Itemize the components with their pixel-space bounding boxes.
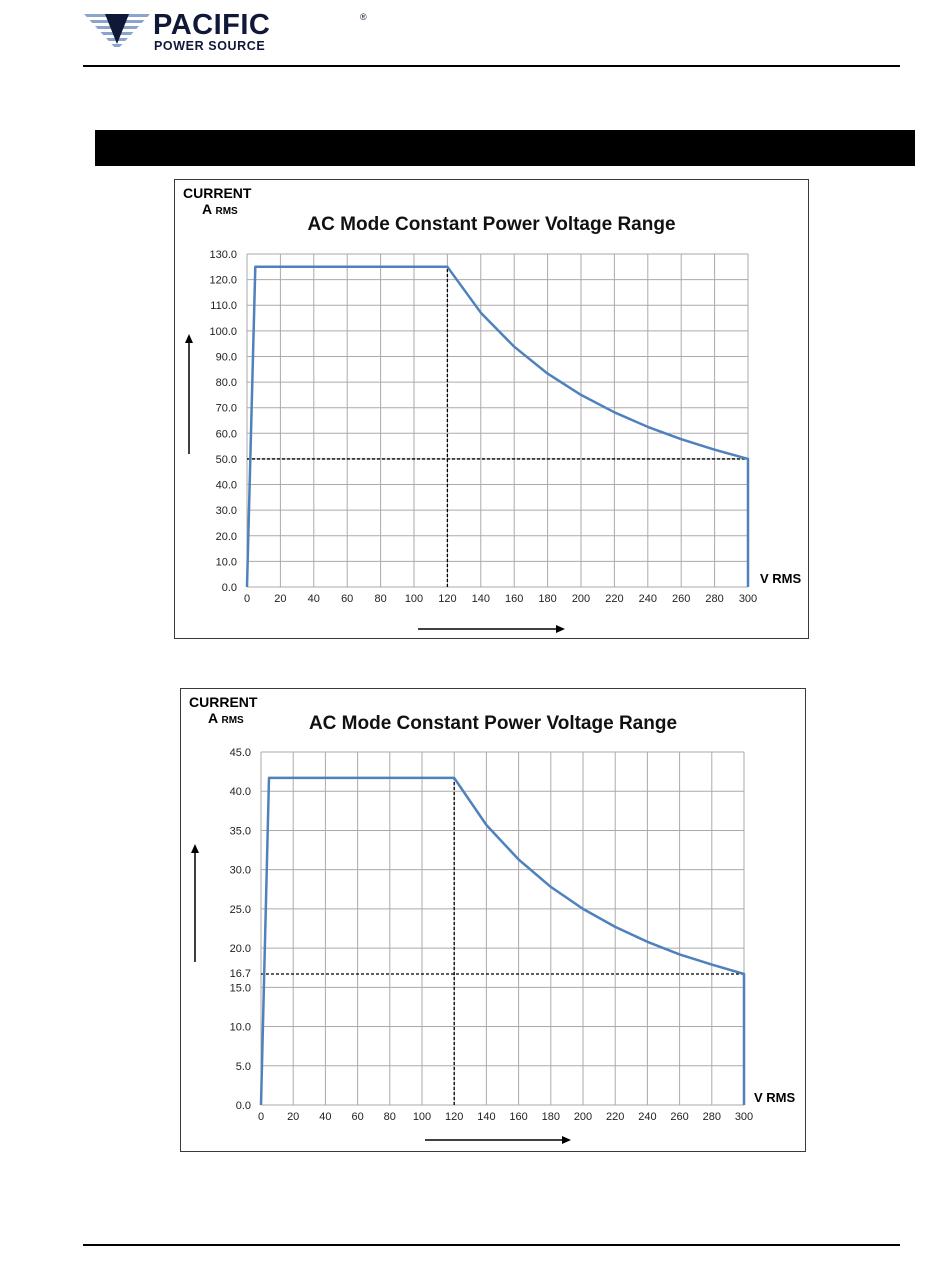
y-tick-label: 40.0 <box>230 786 251 798</box>
unit-subscript: RMS <box>221 715 244 726</box>
chart-canvas: 0 20 40 60 80 100 120 140 160 180 200 220 240 260 280 3… <box>185 249 757 633</box>
x-tick-label: 200 <box>572 593 590 605</box>
pacific-power-source-logo: PACIFIC ® POWER SOURCE <box>84 9 367 54</box>
y-arrow-head <box>191 844 199 853</box>
y-tick-label: 110.0 <box>210 300 237 312</box>
x-tick-label: 20 <box>274 593 286 605</box>
x-tick-label: 120 <box>445 1111 463 1123</box>
x-tick-label: 120 <box>438 593 456 605</box>
x-arrow-head <box>562 1136 571 1144</box>
x-tick-label: 140 <box>477 1111 495 1123</box>
y-tick-label: 50.0 <box>216 454 237 466</box>
logo-wordmark: PACIFIC <box>153 9 271 41</box>
y-tick-label: 100.0 <box>209 326 237 338</box>
x-tick-label: 140 <box>472 593 490 605</box>
y-axis-unit: A RMS <box>208 711 244 728</box>
x-tick-label: 300 <box>735 1111 753 1123</box>
x-tick-label: 160 <box>509 1111 527 1123</box>
chart-canvas: 0 20 40 60 80 100 120 140 160 180 200 220 240 260 280 3… <box>191 747 753 1144</box>
x-axis-label: V RMS <box>760 571 802 586</box>
unit-subscript: RMS <box>215 206 238 217</box>
x-tick-label: 300 <box>739 593 757 605</box>
chart-constant-power-130a: 0 20 40 60 80 100 120 140 160 180 200 220 240 260 280 3… <box>174 179 809 639</box>
x-tick-label: 240 <box>638 1111 656 1123</box>
y-tick-label: 60.0 <box>216 428 237 440</box>
x-tick-label: 0 <box>244 593 250 605</box>
unit-letter: A <box>202 201 212 217</box>
y-tick-label: 45.0 <box>230 747 251 759</box>
x-tick-label: 160 <box>505 593 523 605</box>
y-tick-label: 0.0 <box>236 1100 251 1112</box>
y-tick-label: 90.0 <box>216 351 237 363</box>
section-title-bar <box>95 130 915 166</box>
y-tick-label: 15.0 <box>230 982 251 994</box>
y-tick-label: 10.0 <box>230 1022 251 1034</box>
x-tick-label: 20 <box>287 1111 299 1123</box>
y-tick-label: 30.0 <box>216 505 237 517</box>
footer-rule <box>83 1244 900 1246</box>
y-tick-label: 25.0 <box>230 904 251 916</box>
chart-title: AC Mode Constant Power Voltage Range <box>308 713 678 734</box>
y-tick-label: 10.0 <box>216 556 237 568</box>
x-tick-label: 60 <box>351 1111 363 1123</box>
x-tick-label: 180 <box>538 593 556 605</box>
y-tick-label: 5.0 <box>236 1061 251 1073</box>
y-axis-label: CURRENT <box>189 694 258 710</box>
y-tick-label: 20.0 <box>230 943 251 955</box>
x-tick-label: 40 <box>319 1111 331 1123</box>
y-tick-label: 70.0 <box>216 403 237 415</box>
x-tick-label: 180 <box>542 1111 560 1123</box>
y-extra-label: 16.7 <box>230 968 251 980</box>
y-tick-label: 40.0 <box>216 480 237 492</box>
x-tick-label: 280 <box>705 593 723 605</box>
y-arrow-head <box>185 334 193 343</box>
x-tick-label: 40 <box>308 593 320 605</box>
x-axis-label: V RMS <box>754 1090 796 1105</box>
registered-mark: ® <box>360 12 367 22</box>
y-tick-label: 120.0 <box>209 275 237 287</box>
x-tick-label: 100 <box>413 1111 431 1123</box>
x-tick-label: 260 <box>672 593 690 605</box>
x-tick-label: 220 <box>606 1111 624 1123</box>
y-axis-label: CURRENT <box>183 185 252 201</box>
x-tick-label: 260 <box>670 1111 688 1123</box>
chart-constant-power-45a: 0 20 40 60 80 100 120 140 160 180 200 220 240 260 280 3… <box>180 688 806 1152</box>
series-line <box>245 265 750 588</box>
x-tick-label: 60 <box>341 593 353 605</box>
y-tick-label: 35.0 <box>230 825 251 837</box>
y-tick-label: 130.0 <box>209 249 237 261</box>
logo-subtitle: POWER SOURCE <box>154 39 266 53</box>
x-tick-label: 200 <box>574 1111 592 1123</box>
triangle-stripes-icon <box>84 14 150 47</box>
x-arrow-head <box>556 625 565 633</box>
x-tick-label: 220 <box>605 593 623 605</box>
unit-letter: A <box>208 710 218 726</box>
series-line <box>259 776 746 1106</box>
y-tick-label: 20.0 <box>216 531 237 543</box>
y-tick-label: 0.0 <box>222 582 237 594</box>
x-tick-label: 0 <box>258 1111 264 1123</box>
y-axis-unit: A RMS <box>202 202 238 219</box>
chart-title: AC Mode Constant Power Voltage Range <box>307 214 676 235</box>
header-rule <box>83 65 900 67</box>
y-tick-label: 80.0 <box>216 377 237 389</box>
x-tick-label: 280 <box>703 1111 721 1123</box>
x-tick-label: 80 <box>374 593 386 605</box>
y-tick-label: 30.0 <box>230 865 251 877</box>
x-tick-label: 80 <box>384 1111 396 1123</box>
x-tick-label: 100 <box>405 593 423 605</box>
x-tick-label: 240 <box>639 593 657 605</box>
